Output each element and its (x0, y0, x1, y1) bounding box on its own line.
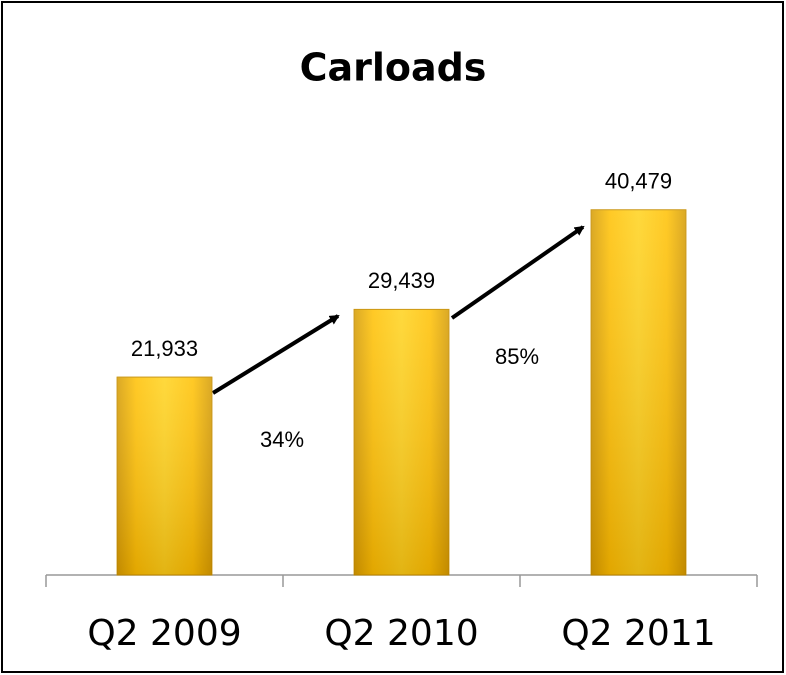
arrow (450, 225, 585, 320)
bar (353, 308, 450, 576)
data-label: 29,439 (368, 268, 435, 293)
annotation: 34% (260, 427, 304, 452)
data-label: 21,933 (131, 336, 198, 361)
data-label: 40,479 (605, 169, 672, 194)
annotation: 85% (495, 344, 539, 369)
bar (590, 209, 687, 576)
x-tick-label: Q2 2011 (561, 613, 715, 654)
arrow (211, 314, 340, 395)
chart-title: Carloads (300, 46, 487, 90)
x-tick-label: Q2 2010 (324, 613, 478, 654)
bar (116, 376, 213, 576)
x-tick-label: Q2 2009 (87, 613, 241, 654)
